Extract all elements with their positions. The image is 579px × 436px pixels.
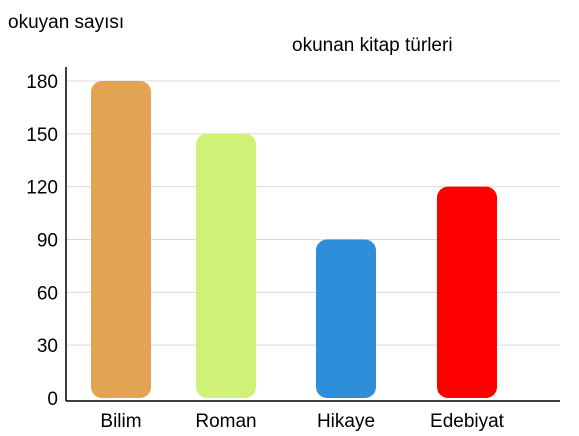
y-tick-label: 60 (37, 283, 58, 304)
bar-hikaye (316, 239, 376, 398)
x-tick-label: Hikaye (317, 411, 375, 432)
x-tick-label: Bilim (100, 411, 141, 432)
x-tick-labels: Bilim Roman Hikaye Edebiyat (100, 411, 504, 432)
y-tick-label: 150 (26, 125, 58, 146)
bars (91, 81, 497, 399)
y-tick-label: 30 (37, 336, 58, 357)
bar-roman (196, 133, 256, 399)
bar-bilim (91, 81, 151, 398)
y-tick-label: 120 (26, 178, 58, 199)
y-tick-label: 0 (47, 389, 58, 410)
y-tick-labels: 0 30 60 90 120 150 180 (26, 72, 58, 410)
x-tick-label: Roman (195, 411, 256, 432)
y-tick-label: 180 (26, 72, 58, 93)
y-axis-label: okuyan sayısı (8, 12, 124, 33)
bar-edebiyat (437, 186, 497, 398)
x-tick-label: Edebiyat (430, 411, 505, 432)
y-tick-label: 90 (37, 231, 58, 252)
chart-title: okunan kitap türleri (292, 35, 453, 56)
